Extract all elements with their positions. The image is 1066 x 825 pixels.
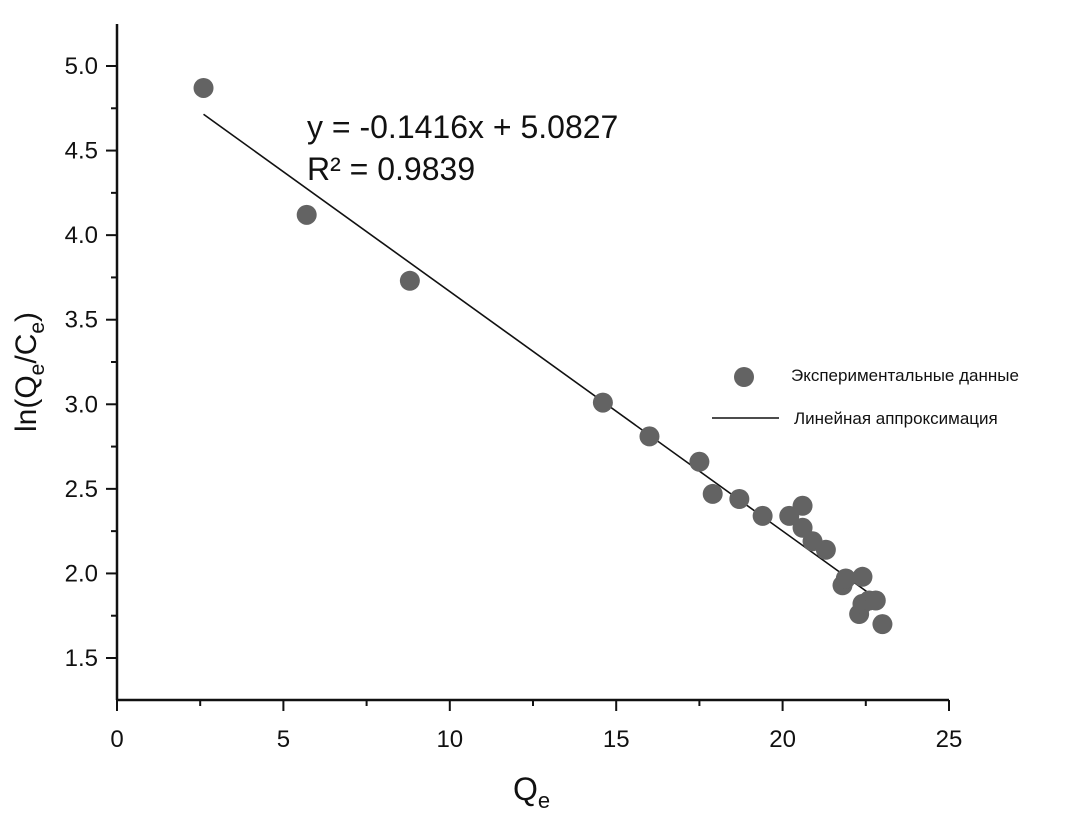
y-axis-title-part-1: ln(Q: [10, 375, 43, 432]
y-axis-title-part-5: ): [10, 312, 43, 322]
data-point: [592, 392, 613, 413]
y-axis-title: ln(Qe/Ce): [10, 312, 49, 432]
data-point: [815, 539, 836, 560]
data-point: [399, 270, 420, 291]
legend-marker-scatter: [734, 367, 754, 387]
legend: Экспериментальные данные Линейная аппрок…: [712, 366, 1019, 428]
x-tick-label: 5: [277, 726, 290, 753]
data-point: [865, 590, 886, 611]
legend-label-scatter: Экспериментальные данные: [791, 366, 1019, 385]
data-point: [296, 204, 317, 225]
y-tick-label: 3.5: [65, 307, 98, 334]
data-point: [792, 495, 813, 516]
x-tick-label: 25: [936, 726, 963, 753]
fit-r-squared: R² = 0.9839: [307, 151, 475, 187]
data-point: [702, 483, 723, 504]
legend-label-line: Линейная аппроксимация: [794, 409, 998, 428]
x-axis-title-sub: e: [538, 788, 550, 813]
data-point: [835, 568, 856, 589]
y-tick-label: 1.5: [65, 645, 98, 672]
tick-labels: 0 5 10 15 20 25 1.5 2.0 2.5 3.0 3.5 4.0 4.5 5.0: [65, 53, 963, 753]
data-points: [193, 77, 893, 635]
y-tick-label: 3.0: [65, 391, 98, 418]
data-point: [689, 451, 710, 472]
y-axis-title-part-4: e: [26, 322, 49, 334]
y-axis-title-part-2: e: [26, 364, 49, 376]
x-axis-title: Qe: [513, 771, 550, 813]
x-axis-title-main: Q: [513, 771, 538, 807]
y-tick-label: 4.0: [65, 222, 98, 249]
y-axis-title-part-3: /C: [10, 334, 43, 364]
x-tick-label: 0: [110, 726, 123, 753]
data-point: [639, 426, 660, 447]
y-tick-label: 5.0: [65, 53, 98, 80]
data-point: [872, 614, 893, 635]
data-point: [752, 505, 773, 526]
x-tick-label: 10: [436, 726, 463, 753]
x-tick-label: 15: [603, 726, 630, 753]
fit-line-layer: [203, 113, 883, 604]
tick-marks: [106, 65, 950, 711]
y-tick-label: 2.0: [65, 560, 98, 587]
fit-line: [203, 113, 883, 604]
x-tick-label: 20: [769, 726, 796, 753]
data-point: [852, 566, 873, 587]
y-tick-label: 2.5: [65, 476, 98, 503]
data-point: [193, 77, 214, 98]
data-point: [729, 489, 750, 510]
y-tick-label: 4.5: [65, 138, 98, 165]
fit-equation: y = -0.1416x + 5.0827: [307, 109, 618, 145]
